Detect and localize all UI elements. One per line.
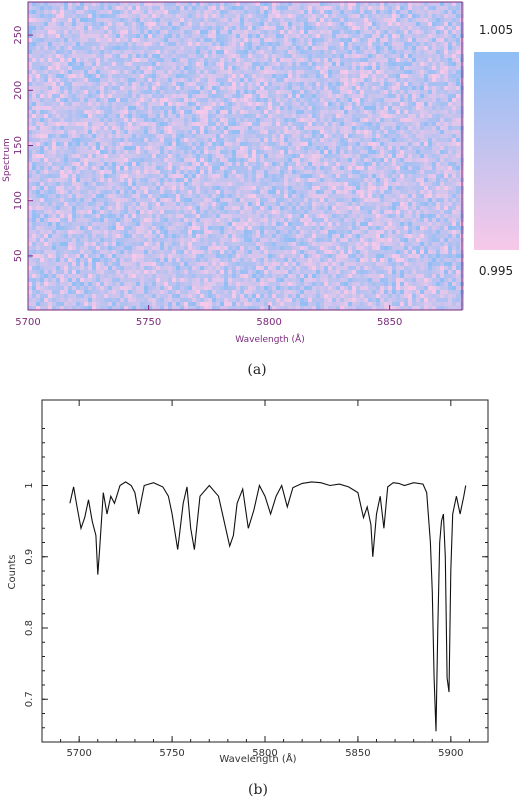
heatmap-y-tick-label: 150 (13, 136, 24, 155)
line-x-tick-label: 5700 (66, 748, 91, 759)
heatmap-cells (28, 2, 464, 310)
colorbar (474, 52, 519, 250)
line-y-tick-label: 0.9 (24, 549, 35, 565)
heatmap-y-tick-label: 200 (13, 81, 24, 100)
line-x-axis-label: Wavelength (Å) (219, 752, 296, 765)
line-y-tick-label: 1 (24, 482, 35, 488)
line-x-ticks: 5700 5750 5800 5850 5900 (60, 400, 470, 759)
plot-frame (41, 399, 489, 743)
heatmap-x-tick-label: 5850 (377, 317, 402, 328)
heatmap-y-tick-label: 100 (13, 191, 24, 210)
line-y-tick-label: 0.7 (24, 691, 35, 707)
line-y-ticks: 0.7 0.8 0.9 1 (24, 428, 488, 729)
line-y-axis-label: Counts (7, 555, 18, 590)
panel-b: 5700 5750 5800 5850 5900 0.7 0.8 0.9 1 Waveleng… (7, 399, 489, 798)
heatmap-x-axis-label: Wavelength (Å) (235, 333, 304, 345)
panel-a: 5700 5750 5800 5850 50 100 150 200 250 Waveleng… (2, 1, 519, 378)
heatmap-y-tick-label: 250 (13, 26, 24, 45)
heatmap-y-ticks: 50 100 150 200 250 (13, 26, 33, 263)
line-x-tick-label: 5900 (438, 748, 463, 759)
heatmap-frame (27, 1, 463, 311)
line-y-tick-label: 0.8 (24, 620, 35, 636)
line-x-tick-label: 5750 (159, 748, 184, 759)
heatmap-y-axis-label: Spectrum (2, 138, 12, 182)
caption-b: (b) (248, 782, 268, 798)
heatmap-y-tick-label: 50 (13, 250, 24, 263)
heatmap-x-ticks: 5700 5750 5800 5850 (15, 305, 402, 328)
heatmap-x-tick-label: 5750 (136, 317, 161, 328)
colorbar-min-label: 0.995 (479, 264, 513, 278)
heatmap-x-tick-label: 5700 (15, 317, 40, 328)
line-x-tick-label: 5800 (252, 748, 277, 759)
heatmap-x-tick-label: 5800 (256, 317, 281, 328)
colorbar-max-label: 1.005 (479, 23, 513, 37)
spectrum-line (69, 481, 467, 732)
line-x-tick-label: 5850 (345, 748, 370, 759)
caption-a: (a) (247, 362, 266, 378)
